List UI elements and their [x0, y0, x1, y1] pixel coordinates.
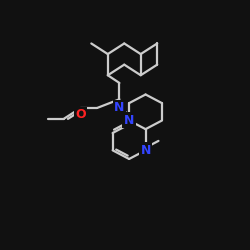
Text: N: N — [140, 144, 151, 157]
Text: N: N — [114, 102, 124, 114]
Text: O: O — [75, 108, 86, 121]
Text: N: N — [124, 114, 134, 127]
